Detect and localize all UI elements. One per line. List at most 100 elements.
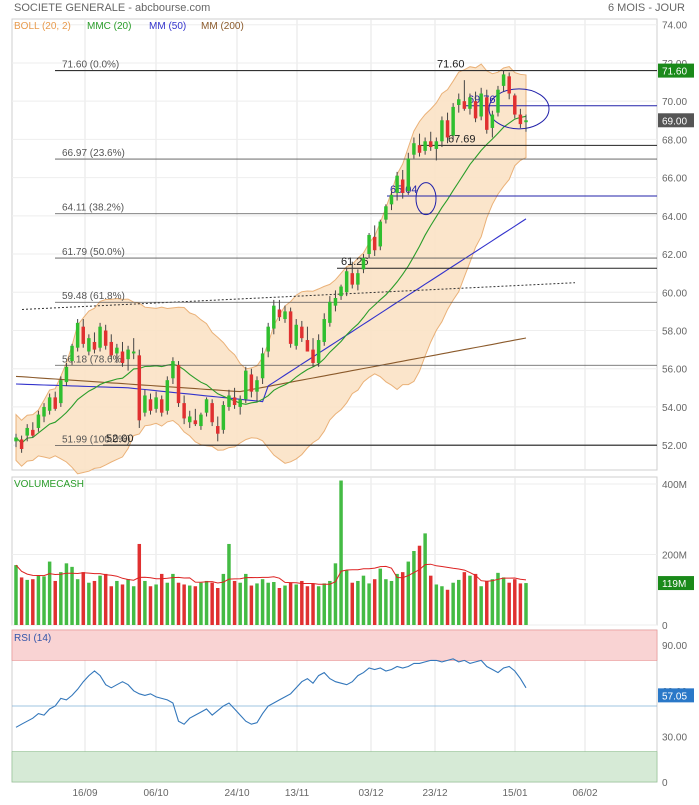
candle-body: [445, 120, 450, 138]
volume-bar: [457, 579, 461, 625]
volume-bar: [227, 543, 231, 625]
volume-bar: [406, 561, 411, 625]
volume-bar: [485, 580, 489, 625]
candle-body: [428, 141, 433, 148]
candle-body: [14, 437, 18, 442]
candle-body: [59, 380, 63, 404]
candle-body: [266, 326, 270, 352]
candle-body: [367, 234, 371, 255]
volume-bar: [496, 572, 500, 625]
volume-bar: [513, 579, 517, 625]
volume-bar: [378, 568, 383, 625]
candle-body: [462, 101, 467, 109]
candle-body: [485, 97, 489, 130]
candle-body: [451, 106, 455, 136]
volume-bar: [479, 586, 483, 625]
candle-body: [187, 416, 192, 423]
legend-item: BOLL (20, 2): [14, 21, 71, 32]
rsi-oversold-zone: [11, 751, 658, 783]
fibonacci-label: 71.60 (0.0%): [62, 60, 119, 71]
candle-body: [176, 364, 181, 404]
x-tick-label: 06/02: [572, 788, 597, 799]
volume-tick-label: 200M: [662, 551, 687, 562]
chart-header-title: SOCIETE GENERALE - abcbourse.com: [14, 2, 211, 14]
candle-body: [137, 355, 142, 421]
volume-bar: [19, 577, 24, 625]
volume-bar: [193, 586, 198, 625]
candle-body: [389, 194, 394, 205]
candle-body: [490, 114, 495, 128]
candle-body: [384, 206, 388, 220]
candle-body: [70, 345, 74, 362]
candle-body: [109, 341, 114, 356]
candle-body: [115, 347, 119, 354]
volume-bar: [445, 589, 450, 625]
candle-body: [260, 353, 265, 379]
candle-body: [277, 309, 282, 318]
volume-bar: [75, 579, 80, 625]
candle-body: [165, 380, 170, 411]
y-tick-label: 66.00: [662, 174, 687, 185]
candle-body: [524, 120, 528, 123]
x-tick-label: 24/10: [224, 788, 249, 799]
bollinger-band: [15, 63, 527, 475]
volume-bar: [440, 586, 444, 625]
volume-bar: [59, 572, 63, 625]
volume-bar: [70, 566, 74, 625]
volume-bar: [171, 573, 175, 625]
volume-bar: [176, 582, 181, 625]
volume-bar: [507, 582, 511, 625]
candle-body: [171, 361, 175, 379]
x-tick-label: 16/09: [72, 788, 97, 799]
candle-body: [154, 397, 158, 409]
candle-body: [204, 399, 209, 413]
legend-item: MMC (20): [87, 21, 131, 32]
volume-bar: [204, 580, 209, 625]
y-tick-label: 56.00: [662, 365, 687, 376]
fibonacci-label: 59.48 (61.8%): [62, 291, 125, 302]
candle-body: [64, 366, 69, 383]
candle-body: [42, 406, 46, 417]
candle-body: [333, 298, 338, 306]
volume-bar: [283, 585, 287, 625]
volume-bar: [187, 585, 192, 625]
volume-bar: [501, 577, 506, 625]
volume-bar: [518, 583, 523, 625]
candle-body: [210, 403, 214, 423]
candle-body: [182, 403, 186, 419]
volume-bar: [31, 579, 35, 625]
rsi-tick-label: 0: [662, 778, 668, 789]
volume-bar: [216, 588, 220, 625]
volume-bar: [468, 575, 472, 625]
y-tick-label: 74.00: [662, 21, 687, 32]
y-tick-label: 64.00: [662, 212, 687, 223]
candle-body: [417, 145, 422, 153]
candle-body: [221, 405, 226, 430]
volume-bar: [266, 582, 270, 625]
volume-bar: [92, 580, 97, 625]
candle-body: [513, 95, 517, 115]
rsi-tick-label: 90.00: [662, 641, 687, 652]
level-label: 52.00: [106, 433, 134, 445]
volume-bar: [165, 582, 170, 625]
candle-body: [305, 340, 310, 352]
candle-body: [98, 326, 102, 348]
candle-body: [361, 257, 366, 270]
volume-tick-label: 0: [662, 621, 668, 632]
level-label: 67.69: [448, 133, 476, 145]
volume-bar: [159, 573, 164, 625]
candle-body: [87, 338, 91, 352]
volume-bar: [137, 543, 142, 625]
volume-bar: [372, 579, 377, 625]
candle-body: [423, 141, 427, 151]
volume-bar: [87, 582, 91, 625]
volume-bar: [356, 580, 360, 625]
volume-bar: [412, 551, 416, 625]
candle-body: [227, 395, 231, 407]
y-tick-label: 60.00: [662, 288, 687, 299]
candle-body: [412, 143, 416, 155]
volume-bar: [333, 563, 338, 625]
annotation-ellipse: [488, 88, 550, 130]
candle-body: [238, 399, 242, 407]
